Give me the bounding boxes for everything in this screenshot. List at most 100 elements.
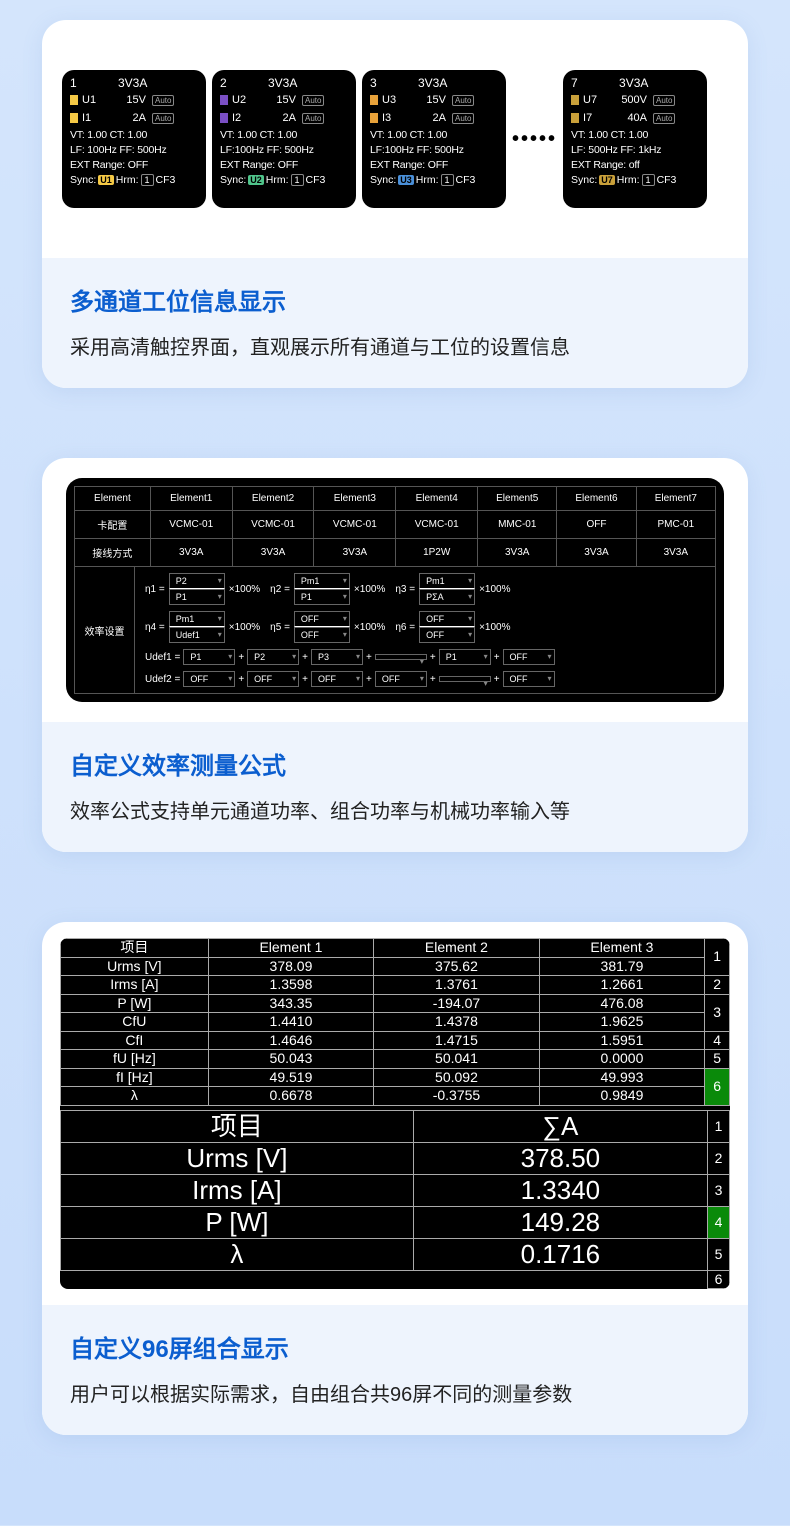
side-num[interactable]: 1 [705,939,730,976]
u-color-icon [70,95,78,105]
eff-body: η1 = P2▾ P1▾ ×100%η2 = Pm1▾ P1▾ ×100%η3 … [135,567,715,693]
udef-box[interactable]: P1▾ [439,649,491,665]
ellipsis-icon: ••••• [512,128,557,151]
data-card: 项目Element 1Element 2Element 31Urms [V]37… [42,922,748,1435]
plus: + [366,674,372,685]
data-cell: 1.5951 [539,1031,705,1050]
eff-label: 效率设置 [75,567,135,693]
side-num[interactable]: 6 [705,1068,730,1105]
cell: VCMC-01 [232,511,314,539]
sync-badge: U1 [98,175,114,185]
fraction[interactable]: OFF▾ OFF▾ [294,611,350,643]
big-cell: P [W] [61,1207,414,1239]
data-cell: fI [Hz] [61,1068,209,1087]
channel-panel: 2 3V3A U2 15V Auto I2 2A Auto VT: 1.00 C… [212,70,356,208]
side-num[interactable]: 5 [705,1050,730,1069]
big-table: 项目∑A1Urms [V]378.502Irms [A]1.33403P [W]… [60,1110,730,1290]
cell: 3V3A [232,539,314,567]
fraction[interactable]: Pm1▾ Udef1▾ [169,611,225,643]
hrm-badge: 1 [642,174,655,186]
fraction[interactable]: OFF▾ OFF▾ [419,611,475,643]
side-num[interactable]: 2 [705,976,730,995]
pct-label: ×100% [479,622,510,633]
udef-label: Udef2 = [145,674,180,685]
big-cell: Irms [A] [61,1174,414,1206]
hrm-badge: 1 [441,174,454,186]
cell: VCMC-01 [314,511,396,539]
cell: 接线方式 [75,539,151,567]
udef-box[interactable]: OFF▾ [311,671,363,687]
pct-label: ×100% [354,584,385,595]
side-num[interactable]: 5 [708,1239,730,1271]
eta-label: η2 = [270,584,290,595]
data-cell: 375.62 [374,957,539,976]
plus: + [494,652,500,663]
udef-box[interactable]: OFF▾ [247,671,299,687]
cell: 3V3A [557,539,636,567]
ext-range-line: EXT Range: off [571,159,699,171]
data-cell: 343.35 [208,994,373,1013]
auto-badge: Auto [302,113,324,124]
i-color-icon [220,113,228,123]
auto-badge: Auto [653,95,675,106]
cf-label: CF3 [657,174,677,186]
data-cell: 0.9849 [539,1087,705,1106]
data-cell: 1.3598 [208,976,373,995]
data-cell: 378.09 [208,957,373,976]
fraction[interactable]: Pm1▾ PΣA▾ [419,573,475,605]
i-color-icon [70,113,78,123]
sync-badge: U3 [398,175,414,185]
data-cell: 50.041 [374,1050,539,1069]
cf-label: CF3 [306,174,326,186]
plus: + [302,674,308,685]
sync-line: Sync:U7 Hrm:1 CF3 [571,174,699,186]
i-color-icon [571,113,579,123]
cell: Element2 [232,487,314,511]
side-num[interactable]: 1 [708,1110,730,1142]
i-label: I7 [583,112,607,124]
side-num[interactable]: 6 [708,1271,730,1289]
col-header: 项目 [61,939,209,958]
plus: + [238,652,244,663]
data-cell: P [W] [61,994,209,1013]
col-header: Element 1 [208,939,373,958]
udef-box[interactable]: ▾ [439,676,491,682]
udef-box[interactable]: P3▾ [311,649,363,665]
data-cell: 1.4378 [374,1013,539,1032]
formula-panel: ElementElement1Element2Element3Element4E… [66,478,724,702]
udef-box[interactable]: OFF▾ [375,671,427,687]
side-num[interactable]: 2 [708,1142,730,1174]
data-cell: 1.2661 [539,976,705,995]
udef-box[interactable]: OFF▾ [503,671,555,687]
udef-box[interactable]: OFF▾ [183,671,235,687]
fraction[interactable]: P2▾ P1▾ [169,573,225,605]
pct-label: ×100% [479,584,510,595]
udef-box[interactable]: OFF▾ [503,649,555,665]
cell: 卡配置 [75,511,151,539]
cell: 3V3A [636,539,715,567]
fraction[interactable]: Pm1▾ P1▾ [294,573,350,605]
data-cell: -0.3755 [374,1087,539,1106]
cell: MMC-01 [478,511,557,539]
udef-box[interactable]: P2▾ [247,649,299,665]
auto-badge: Auto [152,113,174,124]
eta-label: η5 = [270,622,290,633]
side-num[interactable]: 4 [708,1207,730,1239]
sync-badge: U7 [599,175,615,185]
cell: Element [75,487,151,511]
hrm-badge: 1 [291,174,304,186]
side-num[interactable]: 3 [705,994,730,1031]
side-num[interactable]: 4 [705,1031,730,1050]
channel-mode: 3V3A [619,76,648,90]
channel-mode: 3V3A [268,76,297,90]
data-cell: 50.092 [374,1068,539,1087]
plus: + [238,674,244,685]
data-panel: 项目Element 1Element 2Element 31Urms [V]37… [60,938,730,1289]
u-color-icon [370,95,378,105]
auto-badge: Auto [302,95,324,106]
side-num[interactable]: 3 [708,1174,730,1206]
udef-box[interactable]: P1▾ [183,649,235,665]
u-label: U7 [583,94,607,106]
section1-desc: 采用高清触控界面，直观展示所有通道与工位的设置信息 [70,331,720,360]
udef-box[interactable]: ▾ [375,654,427,660]
